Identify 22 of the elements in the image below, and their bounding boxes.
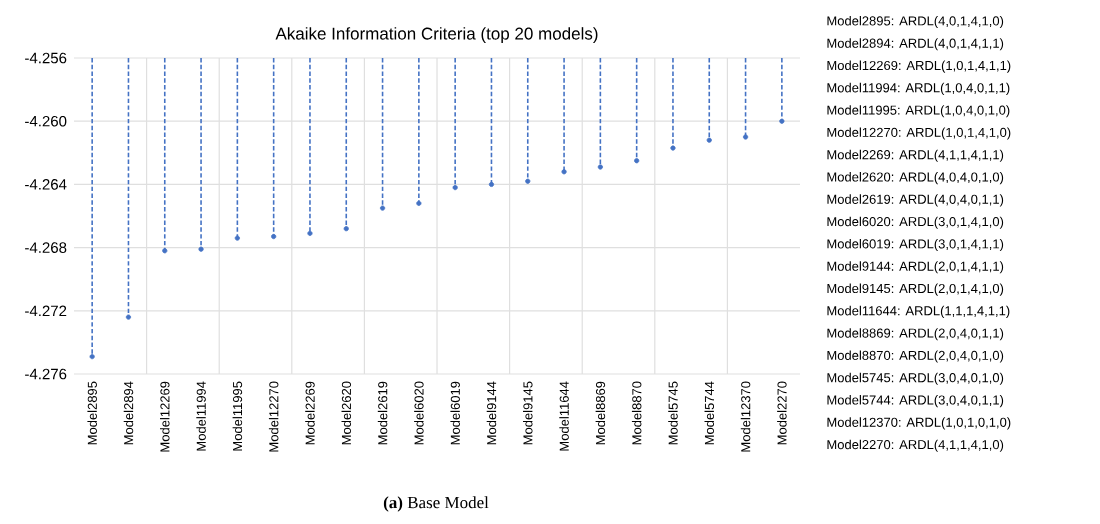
point xyxy=(706,137,712,143)
point xyxy=(742,134,749,140)
point xyxy=(488,181,495,187)
point xyxy=(597,164,603,170)
point xyxy=(525,178,531,184)
text: (a) Base Model xyxy=(383,496,489,512)
chart-title: Akaike Information Criteria (top 20 models) xyxy=(275,27,598,44)
point xyxy=(198,246,204,252)
point xyxy=(234,235,240,241)
point xyxy=(561,169,567,175)
point xyxy=(307,230,313,236)
point xyxy=(779,118,785,124)
point xyxy=(416,200,422,206)
point xyxy=(125,314,132,320)
point xyxy=(670,145,676,151)
point xyxy=(162,248,168,254)
point xyxy=(271,233,277,240)
point xyxy=(89,354,95,360)
point xyxy=(379,205,386,211)
point xyxy=(343,226,349,232)
point xyxy=(634,158,640,164)
point xyxy=(452,184,458,191)
